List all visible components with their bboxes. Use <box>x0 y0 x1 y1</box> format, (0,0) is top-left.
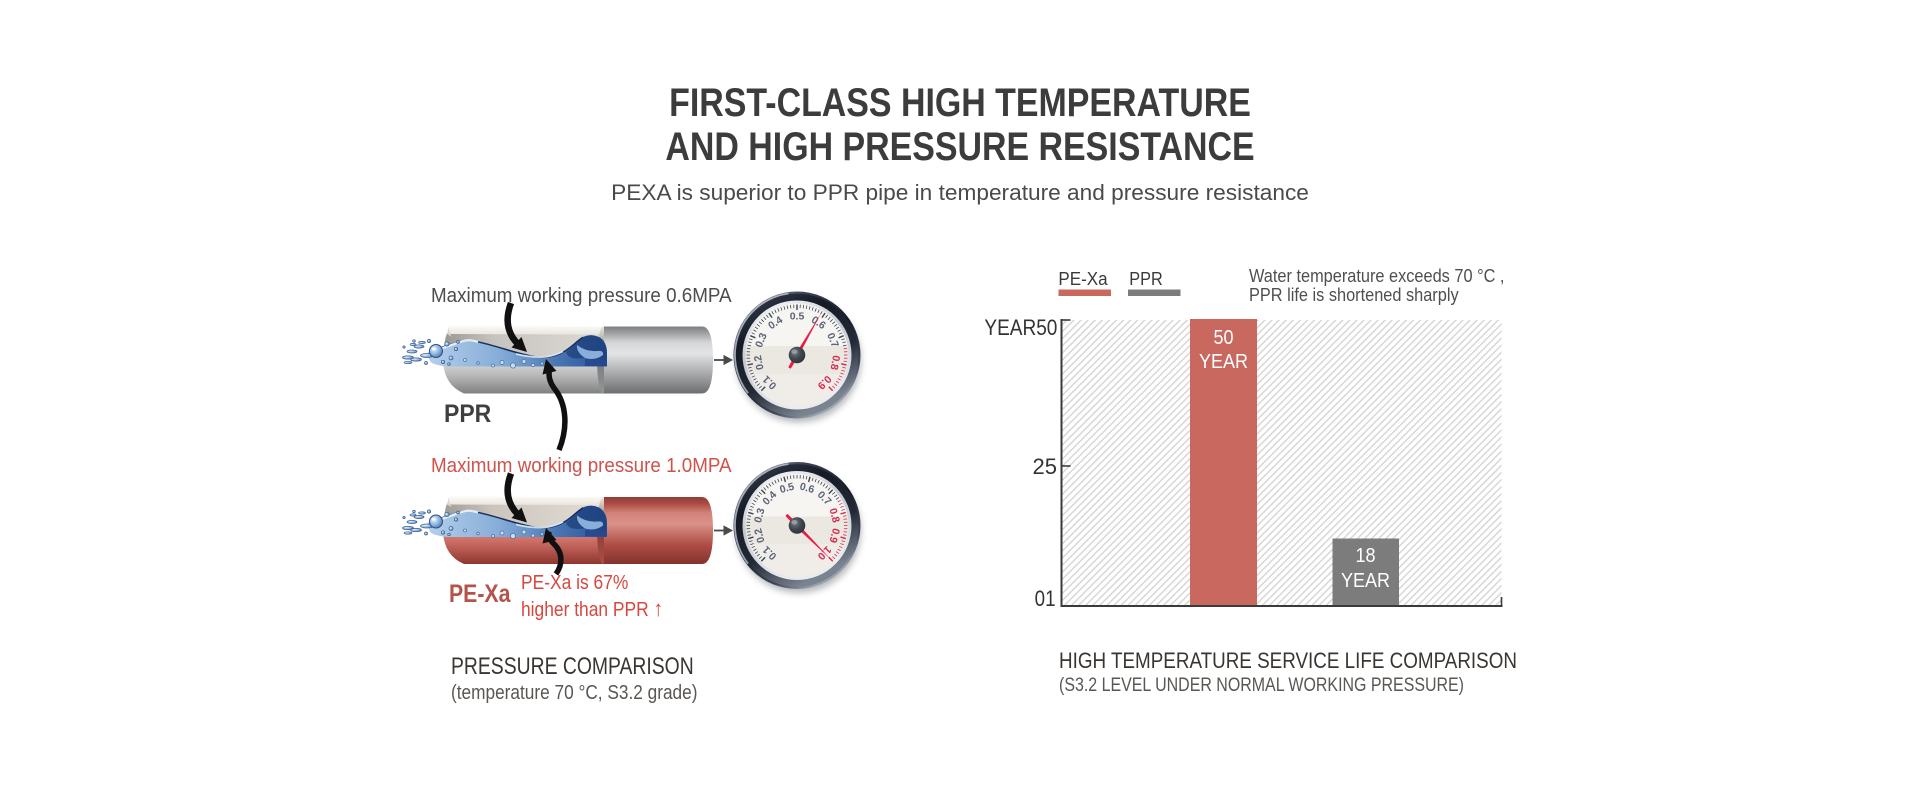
svg-text:0.2: 0.2 <box>752 527 767 544</box>
svg-text:0.2: 0.2 <box>752 354 767 371</box>
svg-text:0.3: 0.3 <box>753 331 770 349</box>
svg-text:0.7: 0.7 <box>824 331 841 349</box>
svg-text:0.8: 0.8 <box>827 507 842 524</box>
svg-text:0.8: 0.8 <box>827 354 842 371</box>
svg-text:0.3: 0.3 <box>752 507 767 524</box>
svg-text:0.5: 0.5 <box>778 481 795 496</box>
svg-text:0.5: 0.5 <box>790 311 805 323</box>
svg-text:0.6: 0.6 <box>798 481 815 496</box>
svg-text:0.9: 0.9 <box>826 527 841 544</box>
